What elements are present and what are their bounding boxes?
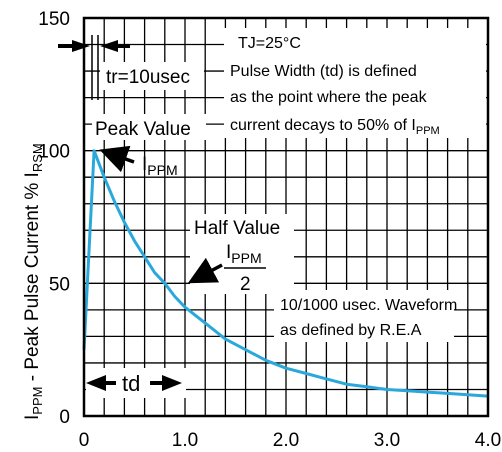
waveform-line1: 10/1000 usec. Waveform bbox=[280, 297, 457, 314]
y-axis-ticks: 0 50 100 150 bbox=[38, 9, 70, 428]
waveform-line2: as defined by R.E.A bbox=[280, 322, 422, 339]
x-tick-label: 3.0 bbox=[374, 430, 400, 451]
waveform-note: 10/1000 usec. Waveform as defined by R.E… bbox=[274, 290, 457, 342]
x-tick-label: 1.0 bbox=[172, 430, 198, 451]
td-dimension: td bbox=[86, 368, 186, 398]
y-axis-label: IPPM - Peak Pulse Current % IRSM bbox=[22, 143, 45, 420]
pulse-width-line1: Pulse Width (td) is defined bbox=[230, 63, 417, 80]
fraction-denominator: 2 bbox=[240, 274, 251, 295]
ippm-label: IPPM bbox=[142, 154, 178, 178]
y-tick-label: 100 bbox=[38, 142, 70, 163]
x-tick-label: 4.0 bbox=[475, 430, 501, 451]
td-label: td bbox=[122, 371, 140, 396]
x-axis-ticks: 0 1.0 2.0 3.0 4.0 bbox=[79, 430, 502, 451]
x-tick-label: 2.0 bbox=[273, 430, 299, 451]
half-value-label: Half Value bbox=[194, 218, 280, 239]
tj-label: TJ=25°C bbox=[238, 35, 301, 52]
tr-dimension: tr=10usec bbox=[58, 35, 204, 100]
peak-value-label: Peak Value bbox=[95, 119, 191, 140]
y-tick-label: 0 bbox=[59, 407, 70, 428]
pulse-width-line3: current decays to 50% of IPPM bbox=[230, 117, 440, 137]
tr-label: tr=10usec bbox=[106, 67, 190, 88]
series-line bbox=[82, 149, 489, 398]
x-tick-label: 0 bbox=[79, 430, 90, 451]
y-tick-label: 150 bbox=[38, 9, 70, 30]
pulse-width-note: TJ=25°C Pulse Width (td) is defined as t… bbox=[224, 28, 486, 138]
pulse-width-line2: as the point where the peak bbox=[230, 89, 428, 106]
half-value-annotation: Half Value IPPM 2 bbox=[187, 214, 294, 295]
plot-frame bbox=[82, 16, 490, 418]
fraction-numerator: IPPM bbox=[226, 242, 262, 266]
peak-value-annotation: Peak Value IPPM bbox=[92, 114, 206, 178]
y-tick-label: 50 bbox=[49, 274, 70, 295]
